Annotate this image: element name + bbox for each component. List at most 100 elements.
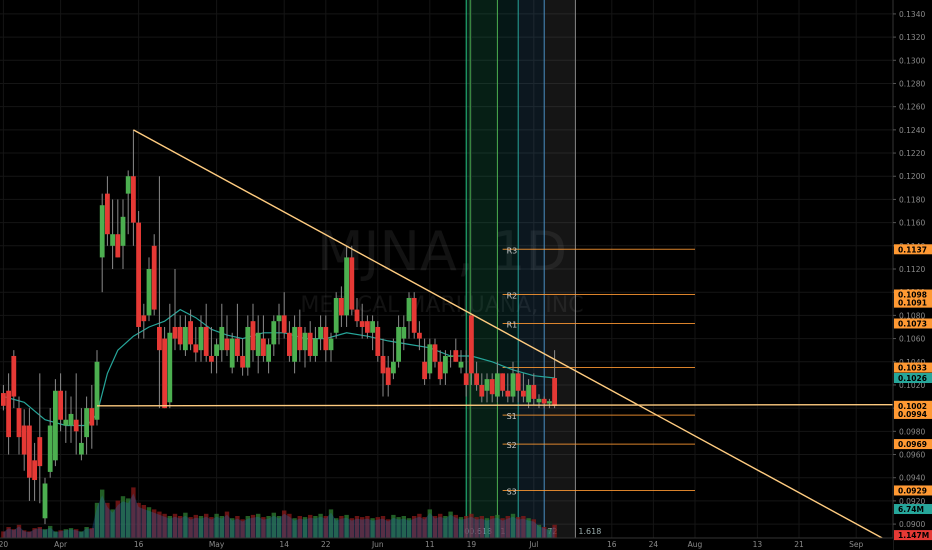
candle xyxy=(105,176,110,246)
candle-body xyxy=(339,297,344,316)
volume-bar xyxy=(500,518,505,538)
candle xyxy=(141,303,147,339)
volume-bar xyxy=(302,517,308,538)
price-tick-label: 0.0920 xyxy=(899,497,925,506)
candle-body xyxy=(474,373,479,385)
candle xyxy=(167,303,173,409)
volume-bar xyxy=(271,512,276,538)
candle xyxy=(463,350,469,397)
pivot-label: S1 xyxy=(507,412,517,421)
candles[interactable] xyxy=(1,129,557,525)
volume-bar xyxy=(406,518,412,538)
candle-body xyxy=(489,379,495,395)
candle xyxy=(521,373,526,403)
volume-bar xyxy=(235,516,240,538)
volume-bar xyxy=(484,518,490,538)
candle xyxy=(375,321,381,362)
price-axis-background xyxy=(893,0,932,550)
pivot-label: R2 xyxy=(507,292,518,301)
candle-body xyxy=(84,408,89,438)
candle-body xyxy=(151,245,157,310)
candle xyxy=(411,292,417,339)
volume-bar xyxy=(380,516,386,538)
trendline xyxy=(133,129,883,539)
candle xyxy=(255,315,261,374)
price-label-box xyxy=(894,318,932,329)
price-tick-label: 0.0940 xyxy=(899,474,925,483)
time-axis[interactable]: 20 Apr 16 May 14 22 Jun 11 19 Jul 16 24 Aug 13 21 Sep xyxy=(0,537,893,550)
candle-body xyxy=(209,355,214,362)
price-tick-label: 0.1080 xyxy=(899,311,925,320)
candle-body xyxy=(198,326,204,351)
volume-bar xyxy=(318,513,323,538)
candle xyxy=(99,193,105,293)
price-label-box xyxy=(894,408,932,419)
candle xyxy=(328,332,334,362)
volume-bar xyxy=(344,514,349,538)
candle-body xyxy=(453,350,459,362)
candle xyxy=(16,396,22,455)
candle-body xyxy=(484,379,490,391)
volume-bar xyxy=(162,513,167,538)
candle-body xyxy=(396,326,401,362)
drawn-lines[interactable] xyxy=(96,129,894,539)
price-tick-label: 0.1260 xyxy=(899,103,925,112)
candle xyxy=(318,315,323,351)
candle-body xyxy=(297,326,303,351)
candle xyxy=(541,396,547,409)
volume-bar xyxy=(552,524,557,538)
candle-body xyxy=(146,269,152,316)
candle-body xyxy=(6,390,11,438)
candle xyxy=(47,408,53,478)
watermark-symbol: MJNA, 1D xyxy=(317,220,567,283)
candle-body xyxy=(42,483,48,519)
candle-body xyxy=(427,344,433,374)
volume-bar xyxy=(391,514,396,538)
candle xyxy=(219,303,225,362)
volume-bar xyxy=(126,498,131,538)
price-label-text: 0.1098 xyxy=(898,291,927,300)
volume-bar xyxy=(89,528,94,538)
volume-bar xyxy=(276,516,282,538)
fib-time-zones[interactable]: 0.6181721.6180 xyxy=(464,0,601,538)
candle-body xyxy=(261,338,266,356)
volume-bar xyxy=(510,513,516,538)
price-tick-label: 0.1180 xyxy=(899,195,925,204)
candle-body xyxy=(344,257,349,316)
volume-bar xyxy=(219,516,224,538)
volume-bar xyxy=(292,518,297,538)
candle-body xyxy=(552,377,557,406)
volume-bar xyxy=(94,502,100,538)
fib-zone-fill xyxy=(497,0,519,538)
candle-body xyxy=(224,338,230,351)
price-axis[interactable]: 0.1340 0.1320 0.1300 0.1280 0.1260 0.1240 0.12… xyxy=(892,0,932,550)
volume-bar xyxy=(349,518,354,538)
candle-body xyxy=(380,355,386,374)
candle-body xyxy=(240,355,245,368)
candle xyxy=(151,234,157,316)
candle-body xyxy=(125,176,131,194)
candle xyxy=(177,315,183,351)
volume-bar xyxy=(287,513,292,538)
candle xyxy=(510,361,516,403)
candle xyxy=(443,350,448,385)
candle xyxy=(27,408,32,501)
candle-body xyxy=(266,344,271,362)
pivot-label: R3 xyxy=(507,246,518,255)
volume-bar xyxy=(209,517,214,538)
price-label-text: 0.1033 xyxy=(898,364,927,373)
volume-bar xyxy=(32,528,37,538)
candle-body xyxy=(172,326,178,339)
candle xyxy=(240,338,245,376)
volume-bar xyxy=(193,514,198,538)
candle xyxy=(157,176,162,409)
volume-bar xyxy=(11,529,16,538)
pivot-points[interactable]: R3 R2 R1 S1 S2 S3 xyxy=(502,246,695,496)
candle-body xyxy=(307,332,313,356)
candle-body xyxy=(58,390,63,420)
candle xyxy=(344,245,349,327)
candle-body xyxy=(120,216,126,246)
volume-bar xyxy=(110,509,115,538)
candle-body xyxy=(281,315,287,333)
